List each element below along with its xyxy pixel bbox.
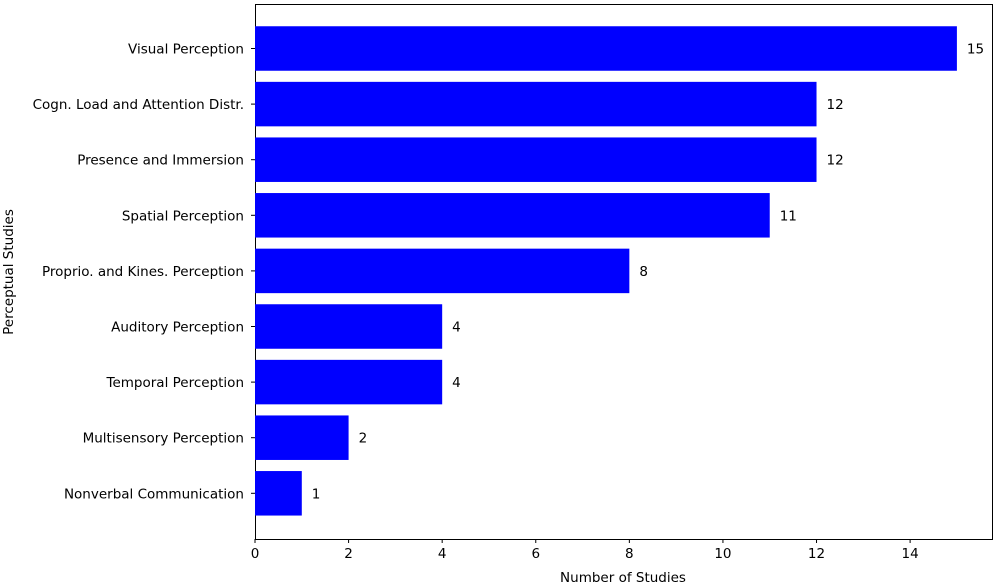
- bar: [255, 248, 630, 294]
- data-label: 15: [967, 42, 984, 58]
- data-label: 12: [827, 153, 844, 169]
- y-tick-label: Temporal Perception: [106, 375, 244, 391]
- y-tick-label: Nonverbal Communication: [64, 486, 244, 502]
- y-tick-label: Presence and Immersion: [77, 153, 244, 169]
- y-tick-label: Cogn. Load and Attention Distr.: [33, 97, 244, 113]
- bar: [255, 26, 957, 71]
- bar: [255, 193, 770, 238]
- x-tick-label: 2: [344, 546, 353, 562]
- data-label: 2: [359, 431, 368, 447]
- data-label: 1: [312, 486, 321, 502]
- bar: [255, 81, 817, 127]
- data-label: 11: [780, 208, 797, 224]
- x-tick-label: 8: [625, 546, 634, 562]
- x-tick-label: 12: [808, 546, 825, 562]
- x-tick-label: 0: [251, 546, 260, 562]
- x-tick-label: 14: [902, 546, 919, 562]
- data-labels-group: 15 12 12 11 8 4 4 2 1: [312, 42, 984, 503]
- y-tick-label: Auditory Perception: [111, 320, 244, 336]
- y-tick-label: Proprio. and Kines. Perception: [42, 264, 244, 280]
- bar: [255, 359, 443, 405]
- x-tick-label: 10: [714, 546, 731, 562]
- y-tick-label: Visual Perception: [128, 42, 244, 58]
- x-tick-label: 4: [438, 546, 447, 562]
- bar: [255, 471, 302, 516]
- bars-group: [255, 26, 957, 516]
- data-label: 4: [452, 375, 461, 391]
- data-label: 4: [452, 320, 461, 336]
- bar: [255, 415, 349, 460]
- data-label: 8: [639, 264, 648, 280]
- y-tick-label: Multisensory Perception: [83, 431, 244, 447]
- y-axis: Visual Perception Cogn. Load and Attentio…: [33, 42, 255, 502]
- y-axis-label: Perceptual Studies: [1, 209, 17, 335]
- bar: [255, 304, 443, 349]
- x-tick-label: 6: [531, 546, 540, 562]
- y-tick-label: Spatial Perception: [122, 208, 244, 224]
- bar: [255, 137, 817, 182]
- x-axis-label: Number of Studies: [560, 570, 686, 583]
- x-axis: 0 2 4 6 8 10 12 14: [251, 539, 919, 562]
- data-label: 12: [827, 97, 844, 113]
